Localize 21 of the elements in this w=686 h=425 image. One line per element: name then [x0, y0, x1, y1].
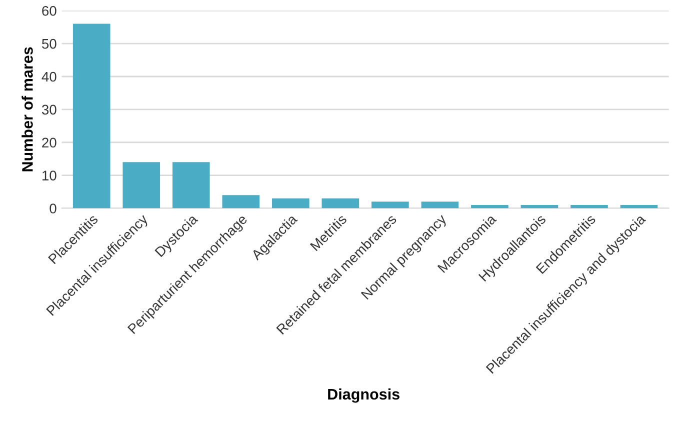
y-tick-label: 60 [42, 6, 56, 16]
bar [620, 204, 658, 208]
bar [322, 198, 360, 208]
y-tick-label: 20 [42, 138, 56, 148]
y-tick-label: 0 [50, 204, 56, 214]
bar [421, 202, 459, 208]
y-axis-title: Number of mares [22, 47, 33, 172]
bar [172, 162, 210, 208]
y-tick-label: 10 [42, 170, 56, 180]
y-tick-label: 50 [42, 38, 56, 49]
bar [272, 198, 310, 208]
y-tick-label: 40 [42, 72, 56, 82]
bar [471, 204, 508, 208]
bar [72, 24, 110, 208]
bar [372, 202, 409, 208]
bar [222, 195, 260, 208]
y-tick-label: 30 [42, 104, 56, 115]
bar [122, 162, 160, 208]
bar [520, 204, 558, 208]
bar [570, 204, 608, 208]
x-axis-title: Diagnosis [328, 388, 400, 403]
